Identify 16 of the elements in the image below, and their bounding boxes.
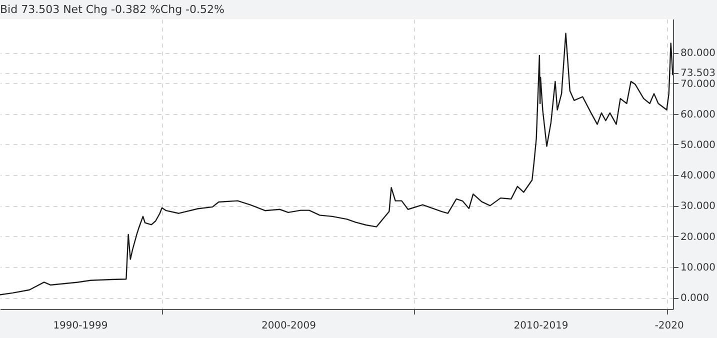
y-tick-label: 40.000 <box>680 170 716 182</box>
y-tick-label: 80.000 <box>680 48 716 60</box>
y-tick-label: 60.000 <box>680 109 716 120</box>
x-tick-label: 1990-1999 <box>53 320 108 332</box>
line-series <box>0 32 673 296</box>
y-tick-label: 20.000 <box>680 232 716 243</box>
y-tick-label: 0.000 <box>680 293 710 304</box>
x-tick-label: 2010-2019 <box>514 320 568 332</box>
y-tick-label: 73.503 <box>680 68 716 80</box>
y-tick-label: 70.000 <box>680 78 716 90</box>
x-tick-label: -2020 <box>654 320 684 332</box>
y-tick-label: 30.000 <box>680 201 716 212</box>
x-tick-label: 2000-2009 <box>261 320 316 332</box>
y-tick-label: 10.000 <box>680 262 716 274</box>
y-tick-label: 50.000 <box>680 140 716 151</box>
chart-title: Bid 73.503 Net Chg -0.382 %Chg -0.52% <box>0 3 224 16</box>
